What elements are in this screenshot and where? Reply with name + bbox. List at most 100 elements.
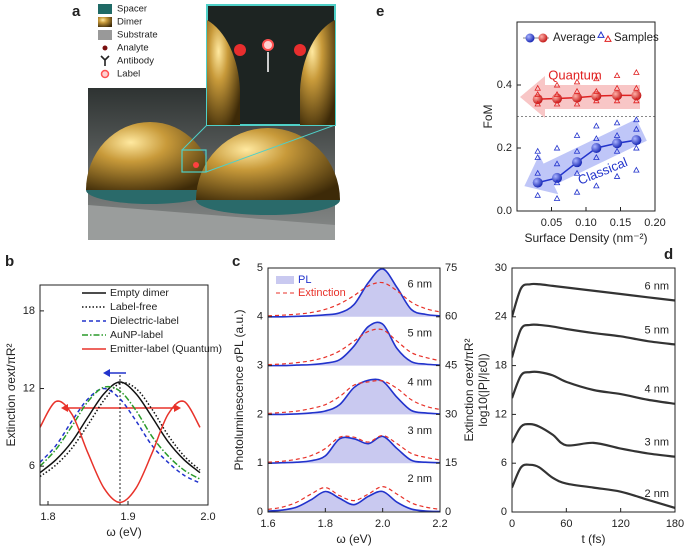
sample-point xyxy=(534,91,541,97)
legend-swatch xyxy=(525,33,535,43)
series-line xyxy=(40,387,201,484)
sample-point xyxy=(633,144,640,151)
zoom-line xyxy=(205,124,336,173)
series-line xyxy=(40,381,201,474)
sample-point xyxy=(534,100,541,107)
y-tick-label: 18 xyxy=(495,360,507,372)
curve-label: 6 nm xyxy=(645,280,669,292)
sample-point xyxy=(613,172,621,179)
y2-tick-label: 45 xyxy=(445,360,457,372)
label-icon xyxy=(262,39,274,51)
average-point xyxy=(572,92,583,103)
y-tick-label: 0 xyxy=(257,506,263,518)
legend-swatch xyxy=(98,17,112,27)
pl-area xyxy=(268,322,440,366)
pl-line xyxy=(268,490,440,512)
y2-tick-label: 15 xyxy=(445,457,457,469)
average-point xyxy=(572,157,583,168)
average-point xyxy=(552,172,563,183)
legend-label: PL xyxy=(298,274,311,286)
pl-area xyxy=(268,379,440,415)
arrow-head xyxy=(174,404,181,412)
series-line xyxy=(40,381,201,478)
average-point xyxy=(631,90,642,101)
x-tick-label: 0.15 xyxy=(610,217,631,229)
sample-point xyxy=(593,87,600,94)
legend-swatch xyxy=(100,69,110,79)
x-tick-label: 0.05 xyxy=(541,217,562,229)
legend-swatch xyxy=(98,30,112,40)
sample-point xyxy=(613,84,621,91)
sample-point xyxy=(613,147,621,154)
legend-label: AuNP-label xyxy=(110,329,163,341)
sample-point xyxy=(573,78,581,85)
x-tick-label: 1.8 xyxy=(318,518,333,530)
y2-tick-label: 0 xyxy=(445,506,451,518)
sample-point xyxy=(633,68,640,75)
sample-point xyxy=(613,119,621,126)
y-tick-label: 0 xyxy=(501,506,507,518)
panel-e: e 0.05 0.10 0.15 0.20 0.0 0.2 0.4 Surface Densit… xyxy=(376,3,666,245)
y-tick-label: 0.2 xyxy=(497,142,512,154)
extinction-line xyxy=(268,486,440,510)
plot-area xyxy=(268,268,440,512)
extinction-line xyxy=(268,434,440,463)
legend-swatch xyxy=(604,34,612,42)
legend-swatch xyxy=(100,55,110,66)
series-line xyxy=(512,370,675,405)
sample-point xyxy=(553,179,561,186)
series-line xyxy=(512,423,675,458)
sample-point xyxy=(633,166,640,173)
zoom-box xyxy=(181,149,207,173)
pl-line xyxy=(268,378,440,416)
legend-label: Samples xyxy=(614,32,659,44)
sample-point xyxy=(534,147,541,154)
legend-label: Dimer xyxy=(117,17,142,28)
y-tick-label: 30 xyxy=(495,262,507,274)
gap-label: 5 nm xyxy=(408,328,432,340)
legend-label: Empty dimer xyxy=(110,287,169,299)
legend-label: Average xyxy=(553,32,596,44)
sample-point xyxy=(593,97,600,104)
y-tick-label: 3 xyxy=(257,360,263,372)
legend-label: Dielectric-label xyxy=(110,315,179,327)
series-line xyxy=(512,282,675,318)
panel-b: b 1.8 1.9 2.0 6 12 18 ω (eV) Extinction σext/πR²… xyxy=(4,253,222,539)
sample-point xyxy=(593,154,600,160)
x-tick-label: 0.10 xyxy=(575,217,596,229)
dome xyxy=(207,20,240,125)
y-tick-label: 6 xyxy=(501,457,507,469)
y-axis-label: log10(|P|/|ε0|) xyxy=(476,353,490,426)
y-tick-label: 12 xyxy=(495,408,507,420)
plot-frame xyxy=(267,267,441,513)
average-point xyxy=(591,143,602,153)
panel-letter: b xyxy=(5,253,14,270)
shift-arrows xyxy=(61,369,181,412)
panel-a: a Spacer Dimer Substrate Analyte Antibod… xyxy=(72,3,340,240)
x-tick-label: 0 xyxy=(509,518,515,530)
legend-label: Antibody xyxy=(117,56,154,67)
y-tick-label: 0.0 xyxy=(497,205,512,217)
average-point xyxy=(591,91,602,102)
y-tick-label: 5 xyxy=(257,262,263,274)
dome xyxy=(300,20,335,125)
panel-letter: e xyxy=(376,3,384,20)
dome xyxy=(196,128,340,200)
legend-label: Spacer xyxy=(117,4,147,15)
pl-area xyxy=(268,491,440,512)
plot-area xyxy=(40,375,201,505)
series-line xyxy=(40,385,201,480)
zoom-line xyxy=(181,124,208,151)
sample-point xyxy=(613,97,621,104)
y2-axis-label: Extinction σext/πR² xyxy=(462,338,476,441)
hotspot xyxy=(193,162,199,168)
x-tick-label: 120 xyxy=(611,518,629,530)
x-tick-label: 1.8 xyxy=(40,511,55,523)
panel-letter: c xyxy=(232,253,240,270)
sample-point xyxy=(553,81,561,88)
plot-frame xyxy=(39,284,209,506)
sample-point xyxy=(573,188,581,195)
sample-point xyxy=(613,72,621,79)
x-tick-label: 2.2 xyxy=(432,518,447,530)
